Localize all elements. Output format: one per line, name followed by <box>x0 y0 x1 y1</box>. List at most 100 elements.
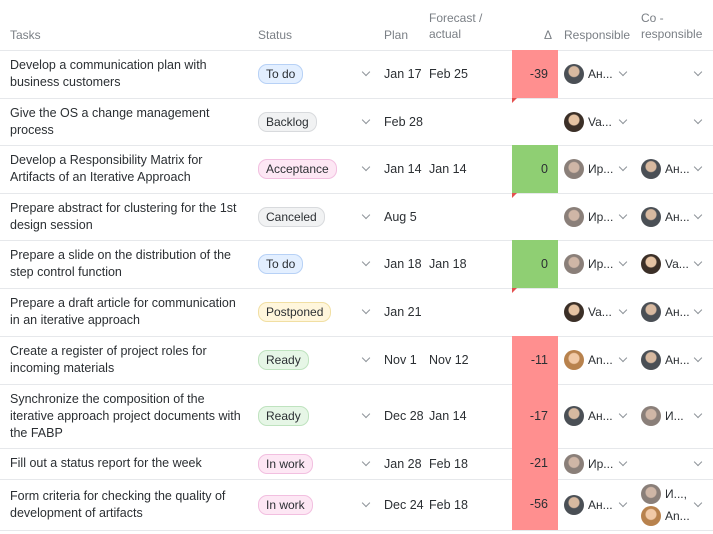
header-status[interactable]: Status <box>258 28 293 42</box>
chevron-down-icon[interactable] <box>618 115 628 124</box>
chevron-down-icon[interactable] <box>361 162 371 172</box>
chevron-down-icon[interactable] <box>618 210 628 219</box>
chevron-down-icon[interactable] <box>618 67 628 77</box>
responsible-name[interactable]: Va... <box>588 305 612 319</box>
person-avatar-icon[interactable] <box>641 505 661 526</box>
responsible-name[interactable]: Ир... <box>588 209 614 224</box>
task-title[interactable]: Develop a Responsibility Matrix for Arti… <box>10 153 203 184</box>
co-responsible-name[interactable]: Ан... <box>665 209 690 224</box>
table-row[interactable]: Form criteria for checking the quality o… <box>0 479 713 531</box>
chevron-down-icon[interactable] <box>693 305 703 315</box>
status-badge[interactable]: To do <box>258 64 304 84</box>
person-avatar-icon[interactable] <box>641 350 661 370</box>
person-avatar-icon[interactable] <box>564 254 584 274</box>
chevron-down-icon[interactable] <box>361 115 371 124</box>
co-responsible-name[interactable]: И..., <box>665 486 687 501</box>
responsible-name[interactable]: Ир... <box>588 456 614 471</box>
chevron-down-icon[interactable] <box>361 498 371 507</box>
forecast-date[interactable]: Jan 14 <box>429 162 467 176</box>
person-avatar-icon[interactable] <box>564 159 584 179</box>
person-avatar-icon[interactable] <box>641 159 661 179</box>
task-title[interactable]: Give the OS a change management process <box>10 105 210 137</box>
chevron-down-icon[interactable] <box>361 210 371 219</box>
plan-date[interactable]: Dec 24 <box>384 497 424 512</box>
table-row[interactable]: Prepare abstract for clustering for the … <box>0 193 713 241</box>
task-title[interactable]: Prepare abstract for clustering for the … <box>10 200 237 232</box>
chevron-down-icon[interactable] <box>618 257 628 267</box>
header-tasks[interactable]: Tasks <box>10 28 41 42</box>
responsible-name[interactable]: Ан... <box>588 67 613 81</box>
header-delta[interactable]: Δ <box>544 28 553 42</box>
task-title[interactable]: Prepare a draft article for communicatio… <box>10 296 236 327</box>
header-forecast-actual[interactable]: Forecast / actual <box>429 11 483 41</box>
chevron-down-icon[interactable] <box>693 162 703 172</box>
person-avatar-icon[interactable] <box>564 406 584 426</box>
status-badge[interactable]: Ready <box>258 350 309 370</box>
forecast-date[interactable]: Feb 18 <box>429 497 468 512</box>
co-responsible-name[interactable]: An... <box>665 508 690 523</box>
chevron-down-icon[interactable] <box>618 162 628 172</box>
status-badge[interactable]: In work <box>258 494 313 515</box>
status-badge[interactable]: Acceptance <box>258 159 337 179</box>
chevron-down-icon[interactable] <box>693 115 703 124</box>
responsible-name[interactable]: Ир... <box>588 162 614 176</box>
status-badge[interactable]: Canceled <box>258 206 325 227</box>
plan-date[interactable]: Dec 28 <box>384 409 424 423</box>
chevron-down-icon[interactable] <box>361 409 371 419</box>
person-avatar-icon[interactable] <box>564 494 584 515</box>
responsible-name[interactable]: Ан... <box>588 497 613 512</box>
person-avatar-icon[interactable] <box>641 406 661 426</box>
chevron-down-icon[interactable] <box>693 210 703 219</box>
person-avatar-icon[interactable] <box>641 206 661 227</box>
plan-date[interactable]: Jan 14 <box>384 162 422 176</box>
chevron-down-icon[interactable] <box>693 353 703 363</box>
task-title[interactable]: Create a register of project roles for i… <box>10 344 207 375</box>
person-avatar-icon[interactable] <box>564 350 584 370</box>
chevron-down-icon[interactable] <box>618 409 628 419</box>
chevron-down-icon[interactable] <box>361 257 371 267</box>
plan-date[interactable]: Jan 21 <box>384 305 422 319</box>
plan-date[interactable]: Jan 18 <box>384 257 422 271</box>
table-row[interactable]: Prepare a draft article for communicatio… <box>0 288 713 337</box>
chevron-down-icon[interactable] <box>618 498 628 507</box>
table-row[interactable]: Create a register of project roles for i… <box>0 336 713 385</box>
task-title[interactable]: Synchronize the composition of the itera… <box>10 391 241 440</box>
plan-date[interactable]: Jan 28 <box>384 456 422 471</box>
forecast-date[interactable]: Feb 25 <box>429 67 468 81</box>
table-row[interactable]: Develop a Responsibility Matrix for Arti… <box>0 145 713 194</box>
task-title[interactable]: Form criteria for checking the quality o… <box>10 488 226 520</box>
chevron-down-icon[interactable] <box>361 457 371 466</box>
chevron-down-icon[interactable] <box>693 409 703 419</box>
co-responsible-name[interactable]: Ан... <box>665 353 690 367</box>
header-plan[interactable]: Plan <box>384 28 409 42</box>
task-title[interactable]: Prepare a slide on the distribution of t… <box>10 248 231 279</box>
forecast-date[interactable]: Feb 18 <box>429 456 468 471</box>
task-title[interactable]: Develop a communication plan with busine… <box>10 58 207 89</box>
table-row[interactable]: Prepare a slide on the distribution of t… <box>0 240 713 289</box>
header-responsible[interactable]: Responsible <box>564 28 631 42</box>
chevron-down-icon[interactable] <box>618 457 628 466</box>
status-badge[interactable]: Postponed <box>258 302 332 322</box>
header-co-responsible[interactable]: Co - responsible <box>641 11 703 41</box>
person-avatar-icon[interactable] <box>564 302 584 322</box>
person-avatar-icon[interactable] <box>641 483 661 504</box>
responsible-name[interactable]: Va... <box>588 114 612 129</box>
forecast-date[interactable]: Jan 14 <box>429 409 467 423</box>
chevron-down-icon[interactable] <box>693 257 703 267</box>
status-badge[interactable]: To do <box>258 254 304 274</box>
chevron-down-icon[interactable] <box>361 305 371 315</box>
responsible-name[interactable]: Ан... <box>588 409 613 423</box>
person-avatar-icon[interactable] <box>564 453 584 474</box>
person-avatar-icon[interactable] <box>564 64 584 84</box>
chevron-down-icon[interactable] <box>618 353 628 363</box>
person-avatar-icon[interactable] <box>641 254 661 274</box>
co-responsible-name[interactable]: Ан... <box>665 305 690 319</box>
table-row[interactable]: Develop a communication plan with busine… <box>0 50 713 99</box>
chevron-down-icon[interactable] <box>618 305 628 315</box>
chevron-down-icon[interactable] <box>693 67 703 77</box>
plan-date[interactable]: Nov 1 <box>384 353 417 367</box>
forecast-date[interactable]: Jan 18 <box>429 257 467 271</box>
responsible-name[interactable]: An... <box>588 353 613 367</box>
chevron-down-icon[interactable] <box>361 67 371 77</box>
status-badge[interactable]: Backlog <box>258 111 317 132</box>
